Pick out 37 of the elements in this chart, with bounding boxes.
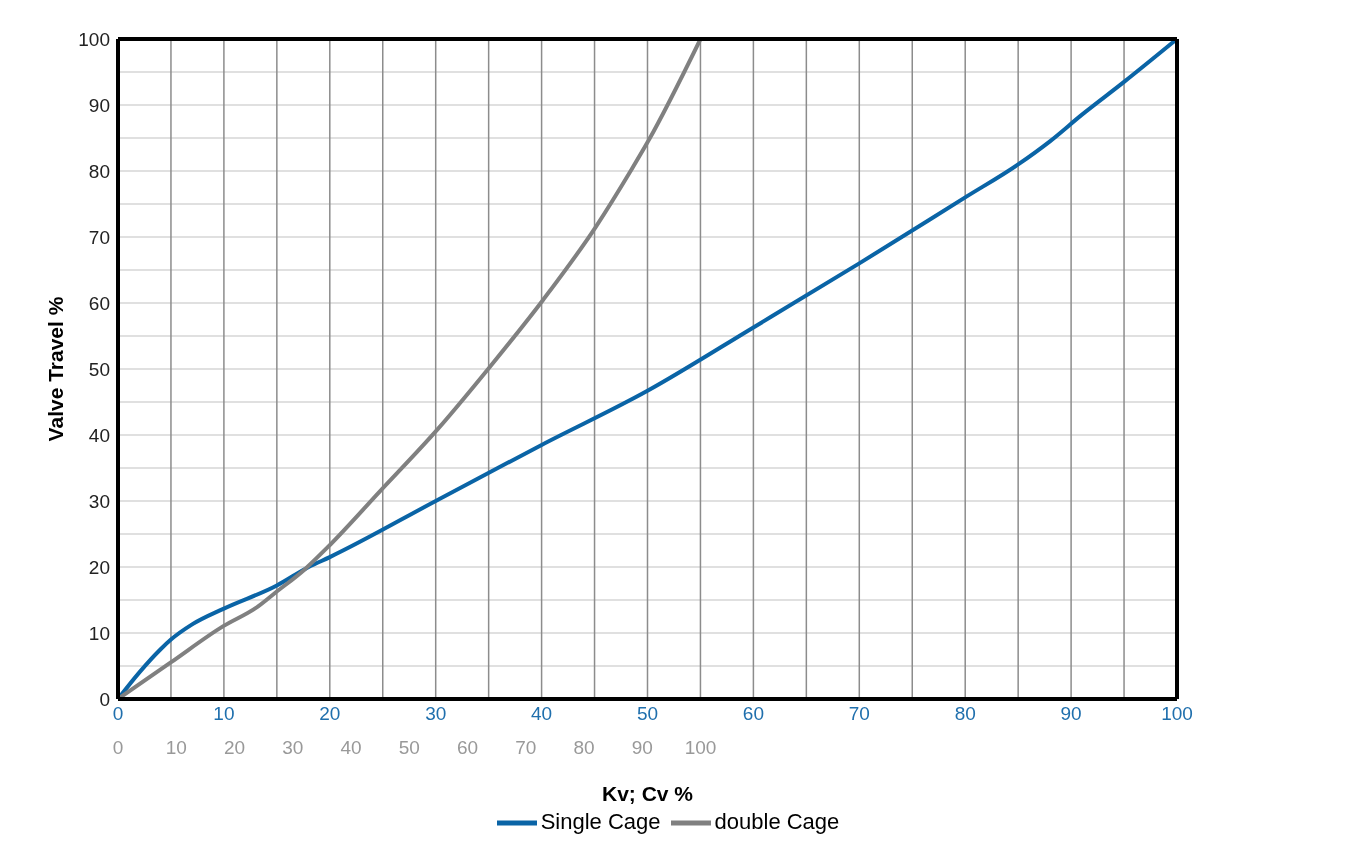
x-axis-title: Kv; Cv %	[601, 782, 694, 805]
y-tick-label: 0	[99, 688, 110, 710]
x-tick-label: 30	[425, 703, 447, 725]
y-tick-label: 60	[88, 292, 110, 314]
x-tick-label: 0	[112, 703, 124, 725]
y-axis-title: Valve Travel %	[44, 296, 68, 442]
x2-tick-label: 10	[165, 737, 187, 759]
x2-tick-label: 60	[456, 737, 479, 759]
y-tick-label: 50	[88, 358, 110, 380]
y-tick-label: 40	[88, 424, 110, 446]
x-tick-label: 80	[954, 703, 976, 725]
y-tick-label: 90	[88, 94, 110, 116]
x-tick-label: 10	[213, 703, 235, 725]
x-tick-label: 60	[742, 703, 764, 725]
x-tick-label: 20	[319, 703, 341, 725]
y-tick-label: 80	[88, 160, 110, 182]
x2-tick-label: 90	[631, 737, 653, 759]
y-tick-label: 70	[88, 226, 110, 248]
x2-tick-label: 40	[340, 737, 362, 759]
x2-tick-label: 0	[112, 737, 124, 759]
x2-tick-label: 80	[573, 737, 595, 759]
legend-label: double Cage	[714, 808, 840, 834]
y-tick-label: 100	[78, 28, 110, 50]
x2-tick-label: 50	[398, 737, 420, 759]
x2-tick-label: 30	[282, 737, 304, 759]
x2-tick-label: 20	[223, 737, 246, 759]
x2-tick-label: 100	[684, 737, 717, 759]
x-tick-label: 70	[848, 703, 870, 725]
x2-tick-label: 70	[515, 737, 537, 759]
x-tick-label: 100	[1161, 703, 1193, 725]
y-tick-label: 20	[88, 556, 110, 578]
y-tick-label: 10	[88, 622, 110, 644]
x-tick-label: 40	[531, 703, 553, 725]
y-tick-label: 30	[88, 490, 110, 512]
x-tick-label: 90	[1060, 703, 1082, 725]
legend-label: Single Cage	[540, 808, 661, 834]
x-tick-label: 50	[636, 703, 659, 725]
